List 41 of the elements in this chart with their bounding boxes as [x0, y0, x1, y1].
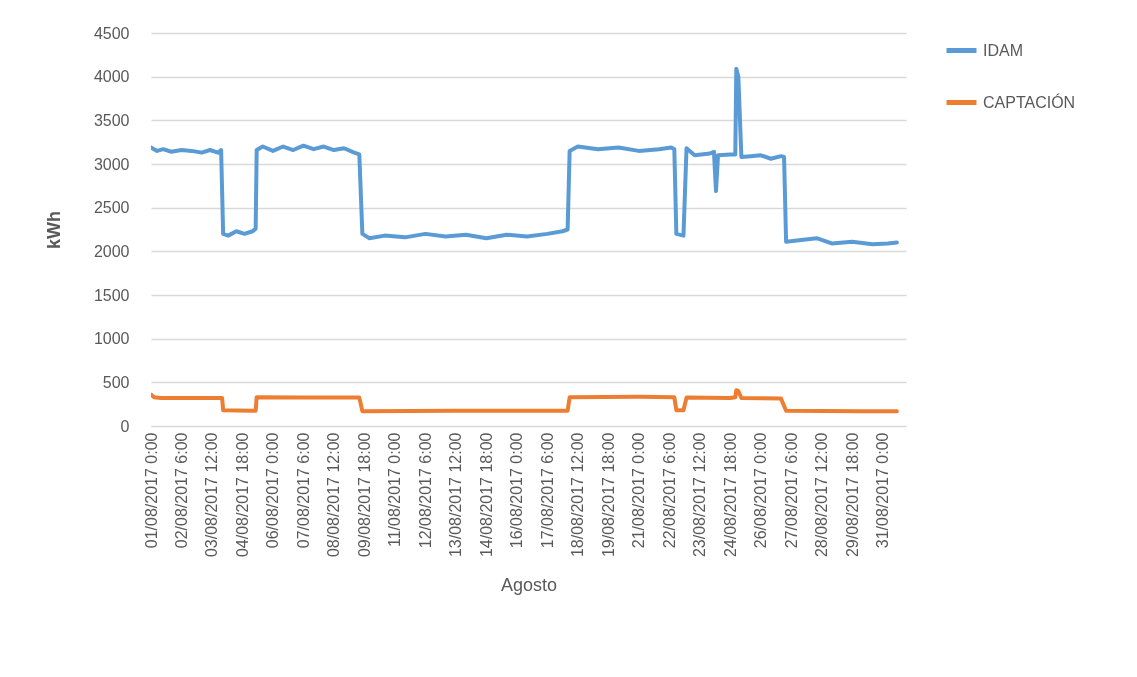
x-tick-label: 04/08/2017 18:00 — [233, 432, 251, 558]
legend-label: IDAM — [983, 41, 1023, 59]
y-tick-label: 4000 — [93, 68, 130, 86]
y-tick-label: 1000 — [93, 330, 130, 348]
x-tick-label: 08/08/2017 12:00 — [325, 432, 343, 558]
x-tick-label: 24/08/2017 18:00 — [721, 432, 739, 558]
y-tick-label: 500 — [102, 373, 130, 391]
line-series — [151, 388, 899, 414]
x-tick-label: 22/08/2017 6:00 — [660, 432, 678, 549]
x-tick-label: 23/08/2017 12:00 — [691, 432, 709, 558]
x-tick-label: 01/08/2017 0:00 — [142, 432, 160, 549]
x-axis-title: Agosto — [500, 575, 558, 596]
x-tick-label: 27/08/2017 6:00 — [782, 432, 800, 549]
x-tick-label: 14/08/2017 18:00 — [477, 432, 495, 558]
legend-label: CAPTACIÓN — [983, 92, 1076, 111]
y-tick-label: 1500 — [93, 286, 130, 304]
y-axis-title: kWh — [43, 211, 64, 249]
x-tick-label: 17/08/2017 6:00 — [538, 432, 556, 549]
x-tick-label: 28/08/2017 12:00 — [813, 432, 831, 558]
x-tick-label: 02/08/2017 6:00 — [172, 432, 190, 549]
y-tick-label: 2000 — [93, 242, 130, 260]
x-tick-label: 31/08/2017 0:00 — [874, 432, 892, 549]
x-tick-label: 03/08/2017 12:00 — [203, 432, 221, 558]
line-series — [151, 66, 899, 247]
x-tick-label: 26/08/2017 0:00 — [752, 432, 770, 549]
x-tick-label: 13/08/2017 12:00 — [447, 432, 465, 558]
x-tick-label: 29/08/2017 18:00 — [843, 432, 861, 558]
x-tick-label: 19/08/2017 18:00 — [599, 432, 617, 558]
y-tick-label: 0 — [120, 417, 130, 435]
x-tick-label: 06/08/2017 0:00 — [264, 432, 282, 549]
y-tick-label: 3000 — [93, 155, 130, 173]
x-tick-label: 11/08/2017 0:00 — [386, 432, 404, 547]
x-tick-label: 09/08/2017 18:00 — [355, 432, 373, 558]
x-tick-label: 12/08/2017 6:00 — [416, 432, 434, 549]
x-tick-label: 18/08/2017 12:00 — [569, 432, 587, 558]
x-tick-label: 21/08/2017 0:00 — [630, 432, 648, 549]
y-tick-label: 2500 — [93, 199, 130, 217]
y-tick-label: 3500 — [93, 111, 130, 129]
y-tick-label: 4500 — [93, 24, 130, 42]
x-tick-label: 07/08/2017 6:00 — [294, 432, 312, 549]
x-tick-label: 16/08/2017 0:00 — [508, 432, 526, 549]
